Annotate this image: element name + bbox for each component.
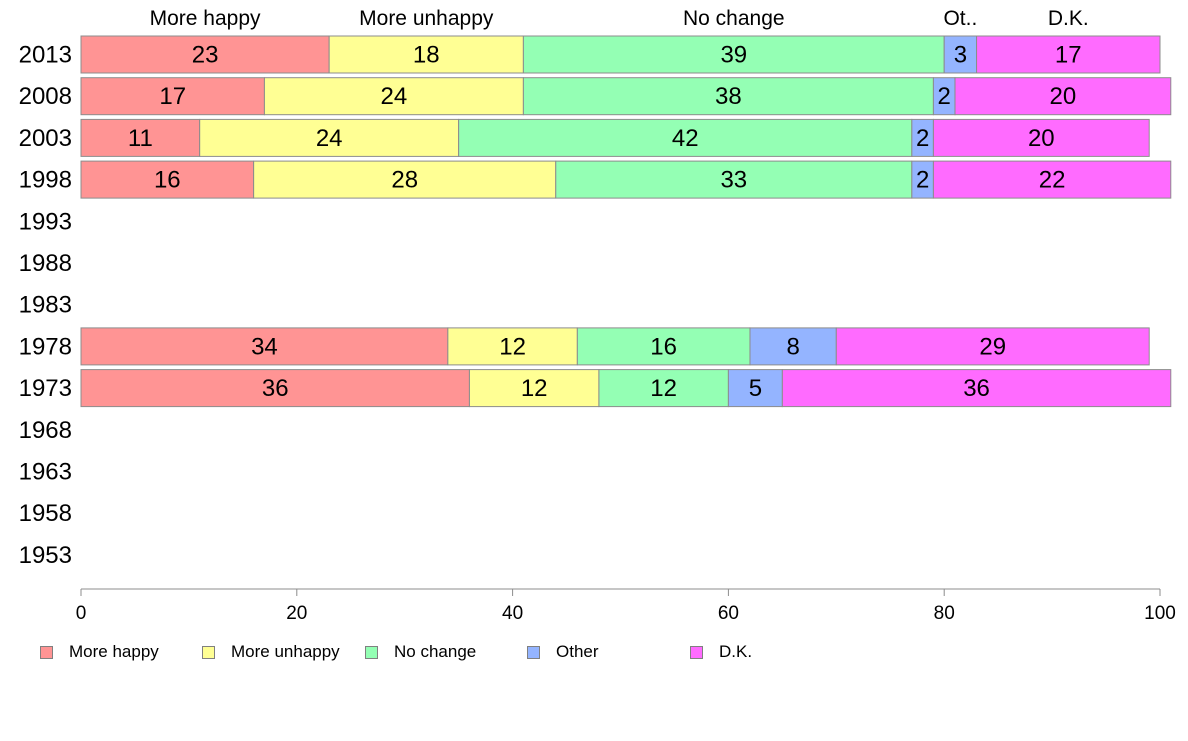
category-label-2013: 2013 bbox=[19, 42, 72, 69]
data-label-2013-0: 23 bbox=[192, 42, 219, 69]
data-label-1973-2: 12 bbox=[650, 375, 677, 402]
bar-1998-d-k bbox=[932, 160, 1172, 199]
data-label-1978-3: 8 bbox=[786, 333, 799, 360]
data-label-2003-2: 42 bbox=[672, 125, 699, 152]
bar-1973-other bbox=[727, 369, 783, 408]
bar-2003-more-happy bbox=[80, 118, 201, 157]
data-label-2008-3: 2 bbox=[938, 83, 951, 110]
data-label-2003-3: 2 bbox=[916, 125, 929, 152]
legend-item-0: More happy bbox=[40, 640, 159, 664]
bar-2013-d-k bbox=[976, 35, 1161, 74]
data-label-2003-1: 24 bbox=[316, 125, 343, 152]
data-label-1998-4: 22 bbox=[1039, 167, 1066, 194]
data-label-1978-1: 12 bbox=[499, 333, 526, 360]
bar-1973-no-change bbox=[598, 369, 729, 408]
top-series-label-1: More unhappy bbox=[359, 7, 494, 30]
data-label-1998-3: 2 bbox=[916, 167, 929, 194]
category-label-1988: 1988 bbox=[19, 250, 72, 277]
legend-swatch-2 bbox=[365, 645, 378, 659]
data-label-2008-1: 24 bbox=[381, 83, 408, 110]
x-tick-label-80: 80 bbox=[934, 603, 955, 624]
category-label-1953: 1953 bbox=[19, 542, 72, 569]
bar-2013-more-unhappy bbox=[328, 35, 524, 74]
data-label-1998-1: 28 bbox=[391, 167, 418, 194]
data-label-1998-0: 16 bbox=[154, 167, 181, 194]
top-series-label-3: Ot.. bbox=[943, 7, 977, 30]
legend-item-4: D.K. bbox=[690, 640, 752, 664]
legend-item-3: Other bbox=[527, 640, 599, 664]
bar-1973-d-k bbox=[781, 369, 1172, 408]
category-label-1998: 1998 bbox=[19, 167, 72, 194]
x-tick-label-40: 40 bbox=[502, 603, 523, 624]
top-series-label-0: More happy bbox=[150, 7, 261, 30]
category-label-1963: 1963 bbox=[19, 459, 72, 486]
x-tick-label-20: 20 bbox=[286, 603, 307, 624]
bar-1978-other bbox=[749, 327, 837, 366]
data-label-1978-2: 16 bbox=[650, 333, 677, 360]
bar-1978-d-k bbox=[835, 327, 1150, 366]
legend-label-2: No change bbox=[394, 642, 477, 661]
bar-2013-no-change bbox=[522, 35, 945, 74]
legend-label-1: More unhappy bbox=[231, 642, 340, 661]
legend-label-4: D.K. bbox=[719, 642, 753, 661]
legend-swatch-0 bbox=[40, 645, 53, 659]
data-label-1973-1: 12 bbox=[521, 375, 548, 402]
data-label-2003-4: 20 bbox=[1028, 125, 1055, 152]
data-label-1973-3: 5 bbox=[749, 375, 762, 402]
legend-label-3: Other bbox=[556, 642, 599, 661]
data-label-1973-0: 36 bbox=[262, 375, 289, 402]
bar-1978-more-unhappy bbox=[447, 327, 578, 366]
bar-2008-more-happy bbox=[80, 77, 265, 116]
legend-item-2: No change bbox=[365, 640, 476, 664]
bar-2008-d-k bbox=[954, 77, 1172, 116]
bar-2003-more-unhappy bbox=[199, 118, 460, 157]
x-tick-label-100: 100 bbox=[1144, 603, 1176, 624]
category-label-1968: 1968 bbox=[19, 417, 72, 444]
chart-legend: More happy More unhappy No change Other D.K. bbox=[40, 640, 1140, 664]
data-label-1978-0: 34 bbox=[251, 333, 278, 360]
x-tick-label-0: 0 bbox=[76, 603, 87, 624]
data-label-2013-1: 18 bbox=[413, 42, 440, 69]
bar-2003-no-change bbox=[458, 118, 913, 157]
category-label-2008: 2008 bbox=[19, 83, 72, 110]
bar-1973-more-happy bbox=[80, 369, 470, 408]
data-label-2013-4: 17 bbox=[1055, 42, 1082, 69]
category-label-1958: 1958 bbox=[19, 500, 72, 527]
x-tick-label-60: 60 bbox=[718, 603, 739, 624]
legend-label-0: More happy bbox=[69, 642, 159, 661]
data-label-1998-2: 33 bbox=[720, 167, 747, 194]
top-series-label-2: No change bbox=[683, 7, 785, 30]
bar-1998-more-happy bbox=[80, 160, 255, 199]
data-label-2008-4: 20 bbox=[1050, 83, 1077, 110]
legend-swatch-1 bbox=[202, 645, 215, 659]
bar-2003-d-k bbox=[932, 118, 1150, 157]
legend-swatch-4 bbox=[690, 645, 703, 659]
data-label-2008-2: 38 bbox=[715, 83, 742, 110]
data-label-2013-2: 39 bbox=[720, 42, 747, 69]
data-label-1978-4: 29 bbox=[979, 333, 1006, 360]
bar-1973-more-unhappy bbox=[468, 369, 600, 408]
bar-1978-more-happy bbox=[80, 327, 449, 366]
category-label-1983: 1983 bbox=[19, 292, 72, 319]
data-label-2008-0: 17 bbox=[159, 83, 186, 110]
legend-item-1: More unhappy bbox=[202, 640, 340, 664]
category-label-2003: 2003 bbox=[19, 125, 72, 152]
legend-swatch-3 bbox=[527, 645, 540, 659]
top-series-label-4: D.K. bbox=[1048, 7, 1089, 30]
bar-2008-more-unhappy bbox=[263, 77, 524, 116]
data-label-1973-4: 36 bbox=[963, 375, 990, 402]
category-label-1973: 1973 bbox=[19, 375, 72, 402]
category-label-1978: 1978 bbox=[19, 333, 72, 360]
category-label-1993: 1993 bbox=[19, 208, 72, 235]
data-label-2003-0: 11 bbox=[128, 125, 153, 152]
bar-2008-no-change bbox=[522, 77, 934, 116]
data-label-2013-3: 3 bbox=[954, 42, 967, 69]
bar-2013-more-happy bbox=[80, 35, 330, 74]
